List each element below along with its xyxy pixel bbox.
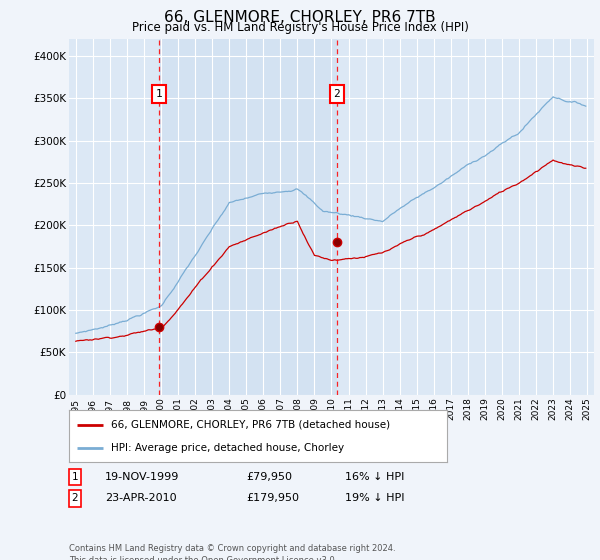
Text: £179,950: £179,950 bbox=[246, 493, 299, 503]
Text: £79,950: £79,950 bbox=[246, 472, 292, 482]
Text: 66, GLENMORE, CHORLEY, PR6 7TB (detached house): 66, GLENMORE, CHORLEY, PR6 7TB (detached… bbox=[110, 420, 390, 430]
Text: Price paid vs. HM Land Registry's House Price Index (HPI): Price paid vs. HM Land Registry's House … bbox=[131, 21, 469, 34]
Text: 1: 1 bbox=[71, 472, 79, 482]
Text: 66, GLENMORE, CHORLEY, PR6 7TB: 66, GLENMORE, CHORLEY, PR6 7TB bbox=[164, 10, 436, 25]
Text: 19-NOV-1999: 19-NOV-1999 bbox=[105, 472, 179, 482]
Text: 2: 2 bbox=[71, 493, 79, 503]
Text: 1: 1 bbox=[155, 89, 163, 99]
Bar bbox=[159, 39, 337, 395]
Text: 16% ↓ HPI: 16% ↓ HPI bbox=[345, 472, 404, 482]
Text: 19% ↓ HPI: 19% ↓ HPI bbox=[345, 493, 404, 503]
Text: 23-APR-2010: 23-APR-2010 bbox=[105, 493, 176, 503]
Text: Contains HM Land Registry data © Crown copyright and database right 2024.
This d: Contains HM Land Registry data © Crown c… bbox=[69, 544, 395, 560]
Text: 2: 2 bbox=[334, 89, 340, 99]
Text: HPI: Average price, detached house, Chorley: HPI: Average price, detached house, Chor… bbox=[110, 442, 344, 452]
